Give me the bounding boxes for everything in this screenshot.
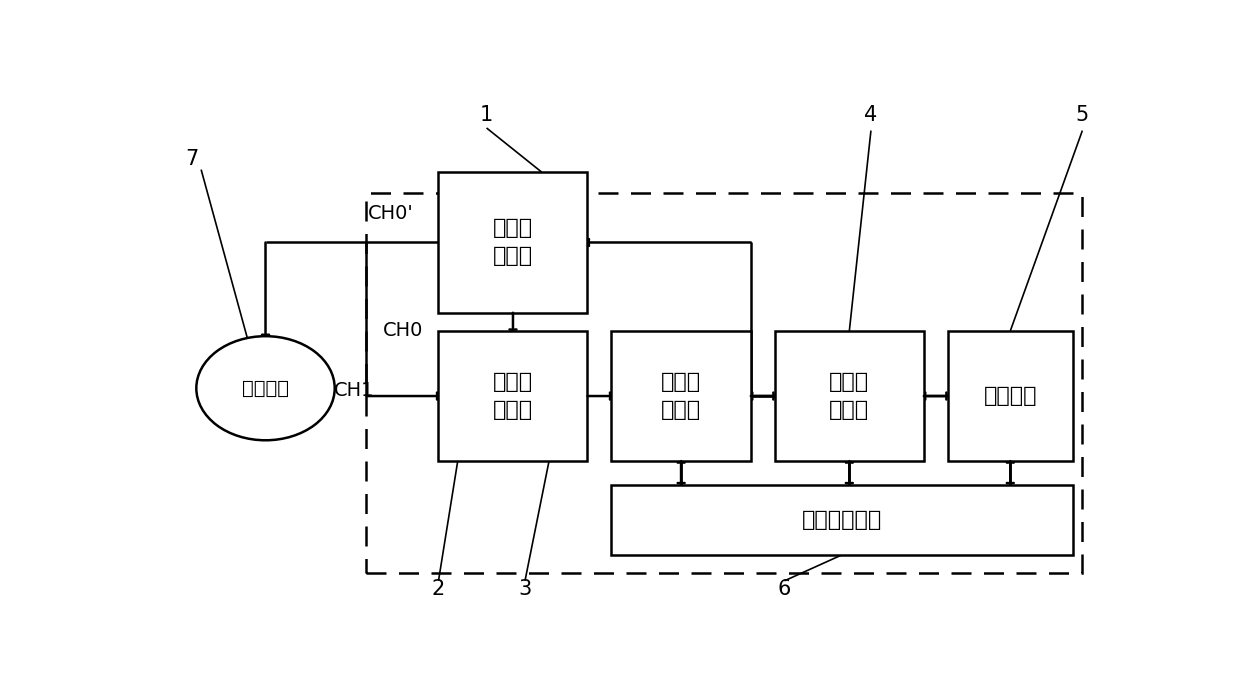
FancyBboxPatch shape	[439, 172, 588, 313]
Text: 信号发
生单元: 信号发 生单元	[494, 218, 533, 266]
Text: 信号采
集单元: 信号采 集单元	[494, 372, 533, 420]
Text: 4: 4	[864, 105, 878, 125]
FancyBboxPatch shape	[947, 331, 1073, 461]
Text: CH0: CH0	[383, 322, 423, 341]
Text: 分析控
制单元: 分析控 制单元	[661, 372, 701, 420]
Text: 通讯单元: 通讯单元	[983, 386, 1037, 406]
Text: 数据存
储单元: 数据存 储单元	[830, 372, 869, 420]
Text: CH1: CH1	[334, 381, 374, 400]
Text: 2: 2	[432, 579, 445, 599]
Text: 5: 5	[1076, 105, 1089, 125]
FancyBboxPatch shape	[611, 331, 751, 461]
Text: 1: 1	[480, 105, 494, 125]
FancyBboxPatch shape	[439, 331, 588, 461]
Text: 3: 3	[518, 579, 532, 599]
Text: 7: 7	[185, 149, 198, 169]
FancyBboxPatch shape	[611, 485, 1073, 555]
FancyBboxPatch shape	[775, 331, 924, 461]
Ellipse shape	[196, 336, 335, 440]
Text: CH0': CH0'	[368, 204, 414, 223]
Text: 6: 6	[777, 579, 791, 599]
Text: 人机交互单元: 人机交互单元	[802, 510, 882, 530]
Text: 被测电缆: 被测电缆	[242, 379, 289, 397]
